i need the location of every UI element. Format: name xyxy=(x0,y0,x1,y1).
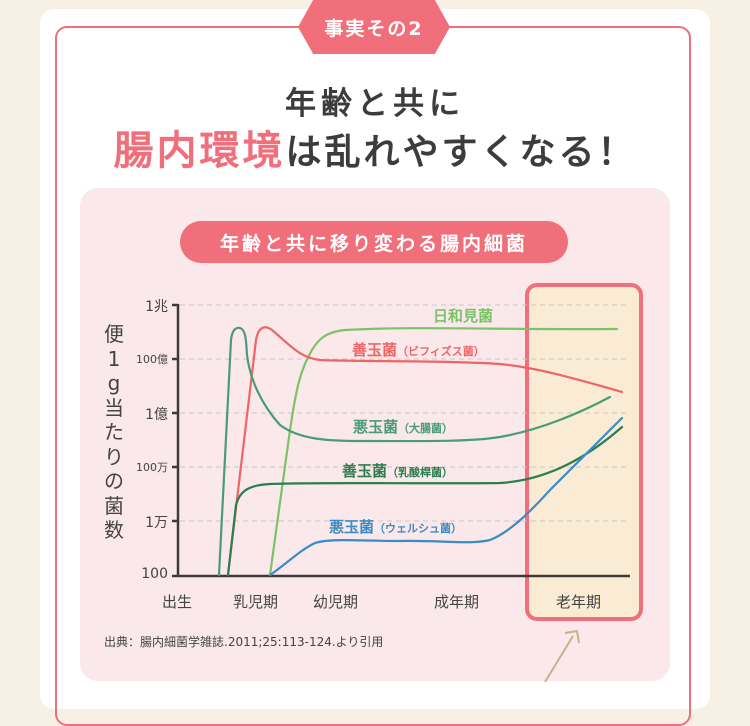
fact-badge: 事実その2 xyxy=(298,0,450,54)
source-citation: 出典：腸内細菌学雑誌.2011;25:113-124.より引用 xyxy=(104,635,384,649)
line-bifidus xyxy=(226,326,624,577)
x-tick: 成年期 xyxy=(434,593,480,611)
y-tick: 100 xyxy=(141,566,168,582)
label-lactobacillus: 善玉菌（乳酸桿菌） xyxy=(342,462,454,480)
label-welch: 悪玉菌（ウェルシュ菌） xyxy=(329,518,463,536)
x-tick: 幼児期 xyxy=(313,593,359,611)
label-nichiwa: 日和見菌 xyxy=(433,307,494,325)
axes xyxy=(172,303,630,578)
label-bifidus: 善玉菌（ビフィズス菌） xyxy=(352,341,485,359)
label-colon: 悪玉菌（大腸菌） xyxy=(353,418,454,436)
gridlines xyxy=(180,304,630,522)
chart-plot xyxy=(172,303,630,682)
line-nichiwa xyxy=(268,327,619,577)
elderly-highlight-box xyxy=(525,283,643,621)
y-tick: 1億 xyxy=(145,407,168,423)
y-tick: 100億 xyxy=(136,353,168,366)
y-tick: 1兆 xyxy=(145,299,168,315)
x-tick: 出生 xyxy=(162,593,193,611)
chart-title-pill: 年齢と共に移り変わる腸内細菌 xyxy=(180,221,568,263)
line-welch xyxy=(268,416,624,577)
line-colon xyxy=(217,326,612,577)
y-tick: 1万 xyxy=(145,515,168,531)
y-tick: 100万 xyxy=(136,461,168,474)
heading-line2: 腸内環境は乱れやすくなる！ xyxy=(0,118,750,176)
heading-line1: 年齢と共に xyxy=(285,86,465,122)
x-tick: 老年期 xyxy=(556,593,602,611)
x-tick: 乳児期 xyxy=(233,593,279,611)
arrow-icon xyxy=(544,629,580,682)
y-axis-label: 便 1 g 当 た り の 菌 数 xyxy=(104,322,124,542)
heading-highlight: 腸内環境 xyxy=(113,128,286,174)
line-lactobacillus xyxy=(226,425,624,577)
heading-rest: は乱れやすくなる！ xyxy=(285,132,637,173)
